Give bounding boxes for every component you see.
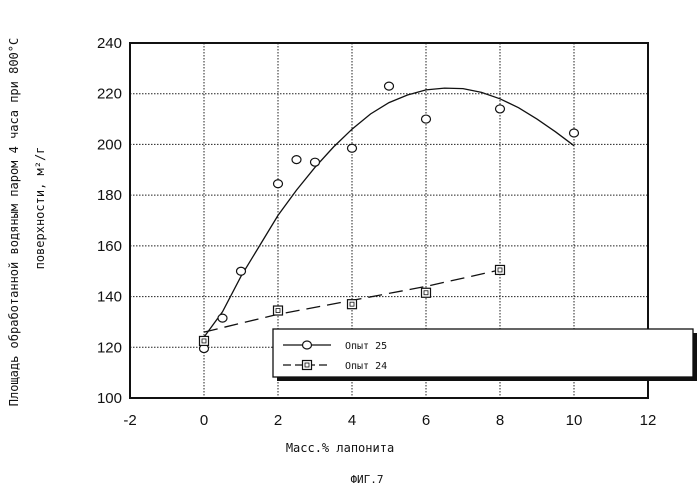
data-point-series-1 [422, 115, 431, 123]
data-point-series-2 [200, 336, 209, 345]
x-tick-label: 8 [496, 412, 504, 429]
y-tick-label: 180 [97, 187, 122, 204]
data-point-series-1 [496, 105, 505, 113]
y-tick-label: 160 [97, 238, 122, 255]
x-tick-label: 0 [200, 412, 208, 429]
x-tick-label: 12 [640, 412, 657, 429]
x-axis-label: Масс.% лапонита [286, 441, 394, 455]
y-axis-label-line2: поверхности, м²/г [33, 147, 47, 270]
legend-label: Опыт 24 [345, 361, 387, 372]
data-point-series-1 [385, 82, 394, 90]
legend-marker [303, 341, 312, 349]
x-tick-label: 6 [422, 412, 430, 429]
legend-label: Опыт 25 [345, 341, 387, 352]
y-tick-label: 140 [97, 289, 122, 306]
data-point-series-1 [292, 156, 301, 164]
data-point-series-2 [348, 300, 357, 309]
y-tick-label: 220 [97, 86, 122, 103]
y-axis-label-line1: Площадь обработанной водяным паром 4 час… [7, 38, 21, 406]
data-point-series-1 [348, 144, 357, 152]
data-point-series-1 [311, 158, 320, 166]
data-point-series-2 [422, 288, 431, 297]
x-tick-label: 4 [348, 412, 356, 429]
data-point-series-1 [570, 129, 579, 137]
data-point-series-1 [218, 314, 227, 322]
y-tick-label: 100 [97, 390, 122, 407]
data-point-series-2 [496, 265, 505, 274]
y-tick-label: 120 [97, 339, 122, 356]
data-point-series-1 [237, 267, 246, 275]
data-markers [200, 82, 579, 352]
y-tick-label: 240 [97, 35, 122, 52]
legend-marker [303, 361, 312, 370]
data-point-series-2 [274, 306, 283, 315]
figure-caption: ФИГ.7 [350, 473, 383, 486]
x-tick-label: 2 [274, 412, 282, 429]
fit-curves [204, 88, 574, 337]
x-tick-label: 10 [566, 412, 583, 429]
fit-curve-series-1 [204, 88, 574, 337]
x-tick-label: -2 [123, 412, 136, 429]
legend: Опыт 25 Опыт 24 [273, 329, 697, 381]
y-tick-label: 200 [97, 136, 122, 153]
data-point-series-1 [274, 180, 283, 188]
legend-box [273, 329, 693, 377]
